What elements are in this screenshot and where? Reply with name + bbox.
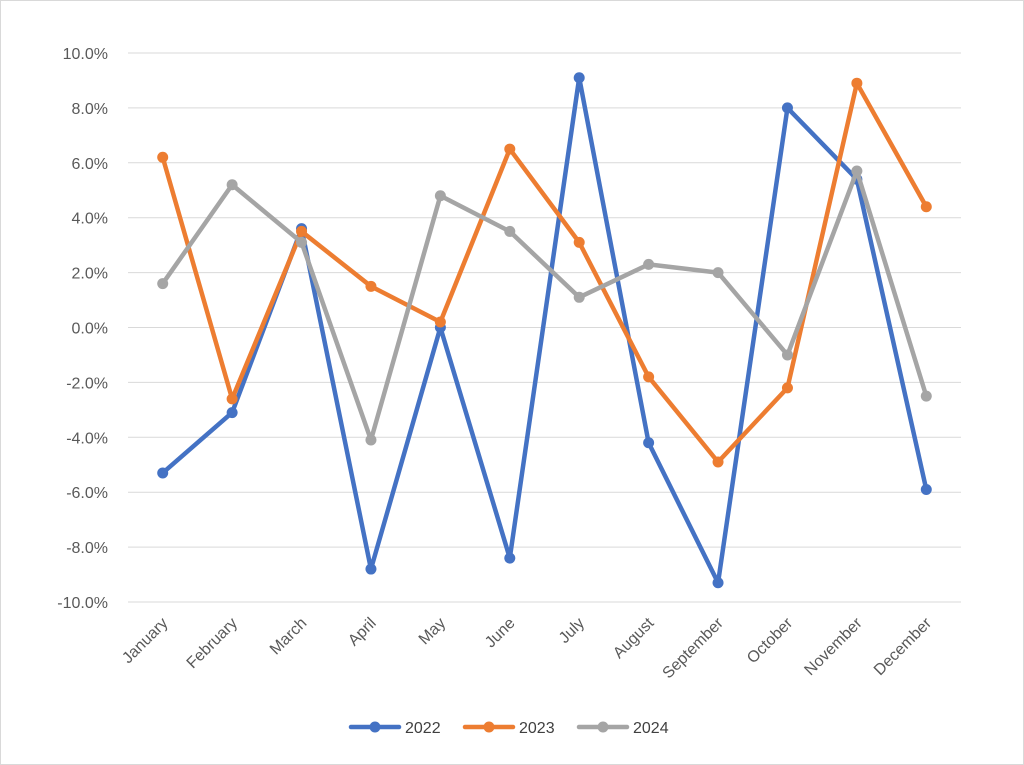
legend-label: 2023	[519, 720, 555, 737]
x-tick-label: August	[610, 614, 658, 662]
x-tick-label: October	[744, 614, 797, 667]
x-tick-label: March	[267, 615, 310, 658]
data-point	[781, 349, 793, 361]
x-tick-label: May	[416, 615, 449, 648]
legend-swatch-marker	[483, 721, 495, 733]
x-axis-ticks: January February March April May June July Augu…	[119, 614, 935, 682]
x-tick-label: July	[556, 615, 588, 647]
y-tick-label: -8.0%	[66, 540, 108, 557]
data-point	[781, 102, 793, 114]
data-point	[504, 225, 516, 237]
y-tick-label: 2.0%	[72, 266, 108, 283]
x-tick-label: June	[482, 615, 519, 652]
series-lines	[157, 72, 932, 589]
legend-swatch-marker	[369, 721, 381, 733]
x-tick-label: January	[119, 615, 171, 667]
data-point	[920, 390, 932, 402]
series-2023	[157, 77, 932, 468]
data-point	[573, 72, 585, 84]
data-point	[296, 225, 308, 237]
series-line	[160, 80, 929, 465]
y-axis-ticks: -10.0% -8.0% -6.0% -4.0% -2.0% 0.0% 2.0% 4.0% 6.…	[57, 46, 108, 612]
y-tick-label: 10.0%	[63, 46, 108, 63]
legend-swatch-marker	[597, 721, 609, 733]
legend-item: 2023	[462, 720, 555, 737]
data-point	[434, 190, 446, 202]
y-tick-label: 4.0%	[72, 211, 108, 228]
legend-label: 2024	[633, 720, 669, 737]
data-point	[226, 407, 238, 419]
x-tick-label: February	[184, 615, 241, 672]
data-point	[157, 467, 169, 479]
series-2024	[157, 165, 932, 446]
data-point	[365, 563, 377, 575]
data-point	[157, 151, 169, 163]
data-point	[434, 316, 446, 328]
data-point	[712, 267, 724, 279]
data-point	[504, 552, 516, 564]
data-point	[226, 393, 238, 405]
data-point	[157, 278, 169, 290]
legend: 2022 2023 2024	[348, 720, 669, 737]
series-line	[160, 168, 929, 443]
data-point	[920, 201, 932, 213]
data-point	[573, 236, 585, 248]
data-point	[851, 77, 863, 89]
y-tick-label: -4.0%	[66, 430, 108, 447]
y-tick-label: 6.0%	[72, 156, 108, 173]
series-2022	[157, 72, 932, 589]
series-line	[160, 75, 929, 586]
data-point	[712, 456, 724, 468]
x-tick-label: December	[871, 614, 936, 679]
data-point	[643, 258, 655, 270]
y-tick-label: -6.0%	[66, 485, 108, 502]
data-point	[643, 371, 655, 383]
data-point	[296, 236, 308, 248]
data-point	[365, 280, 377, 292]
data-point	[643, 437, 655, 449]
data-point	[920, 483, 932, 495]
x-tick-label: September	[660, 614, 728, 682]
y-tick-label: 8.0%	[72, 101, 108, 118]
y-tick-label: 0.0%	[72, 321, 108, 338]
data-point	[365, 434, 377, 446]
legend-label: 2022	[405, 720, 441, 737]
data-point	[851, 165, 863, 177]
data-point	[504, 143, 516, 155]
data-point	[226, 179, 238, 191]
data-point	[573, 291, 585, 303]
x-tick-label: November	[801, 614, 866, 679]
legend-item: 2022	[348, 720, 441, 737]
data-point	[712, 577, 724, 589]
x-tick-label: April	[345, 615, 380, 650]
data-point	[781, 382, 793, 394]
y-tick-label: -10.0%	[57, 595, 108, 612]
legend-item: 2024	[576, 720, 669, 737]
y-tick-label: -2.0%	[66, 375, 108, 392]
